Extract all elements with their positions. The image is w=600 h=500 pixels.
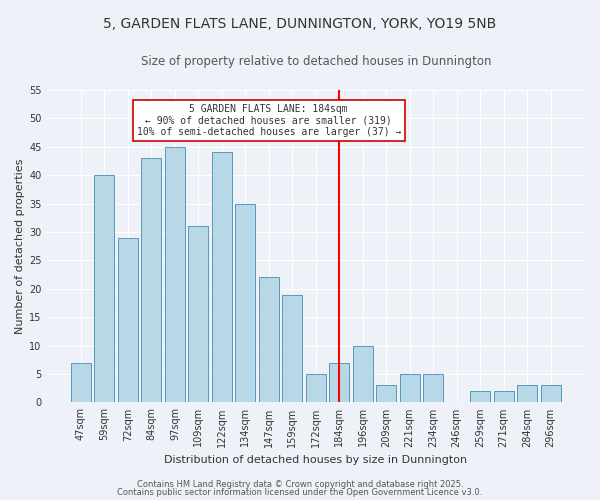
X-axis label: Distribution of detached houses by size in Dunnington: Distribution of detached houses by size …: [164, 455, 467, 465]
Text: 5, GARDEN FLATS LANE, DUNNINGTON, YORK, YO19 5NB: 5, GARDEN FLATS LANE, DUNNINGTON, YORK, …: [103, 18, 497, 32]
Bar: [423, 374, 443, 402]
Bar: [306, 374, 326, 402]
Bar: [517, 386, 537, 402]
Bar: [541, 386, 560, 402]
Bar: [188, 226, 208, 402]
Text: 5 GARDEN FLATS LANE: 184sqm
← 90% of detached houses are smaller (319)
10% of se: 5 GARDEN FLATS LANE: 184sqm ← 90% of det…: [137, 104, 401, 138]
Text: Contains public sector information licensed under the Open Government Licence v3: Contains public sector information licen…: [118, 488, 482, 497]
Bar: [142, 158, 161, 402]
Bar: [259, 278, 279, 402]
Bar: [235, 204, 256, 402]
Bar: [283, 294, 302, 403]
Bar: [400, 374, 419, 402]
Bar: [353, 346, 373, 403]
Bar: [118, 238, 138, 402]
Bar: [470, 391, 490, 402]
Bar: [94, 175, 115, 402]
Y-axis label: Number of detached properties: Number of detached properties: [15, 158, 25, 334]
Bar: [212, 152, 232, 402]
Bar: [71, 362, 91, 403]
Bar: [165, 147, 185, 403]
Bar: [494, 391, 514, 402]
Text: Contains HM Land Registry data © Crown copyright and database right 2025.: Contains HM Land Registry data © Crown c…: [137, 480, 463, 489]
Title: Size of property relative to detached houses in Dunnington: Size of property relative to detached ho…: [140, 55, 491, 68]
Bar: [376, 386, 396, 402]
Bar: [329, 362, 349, 403]
